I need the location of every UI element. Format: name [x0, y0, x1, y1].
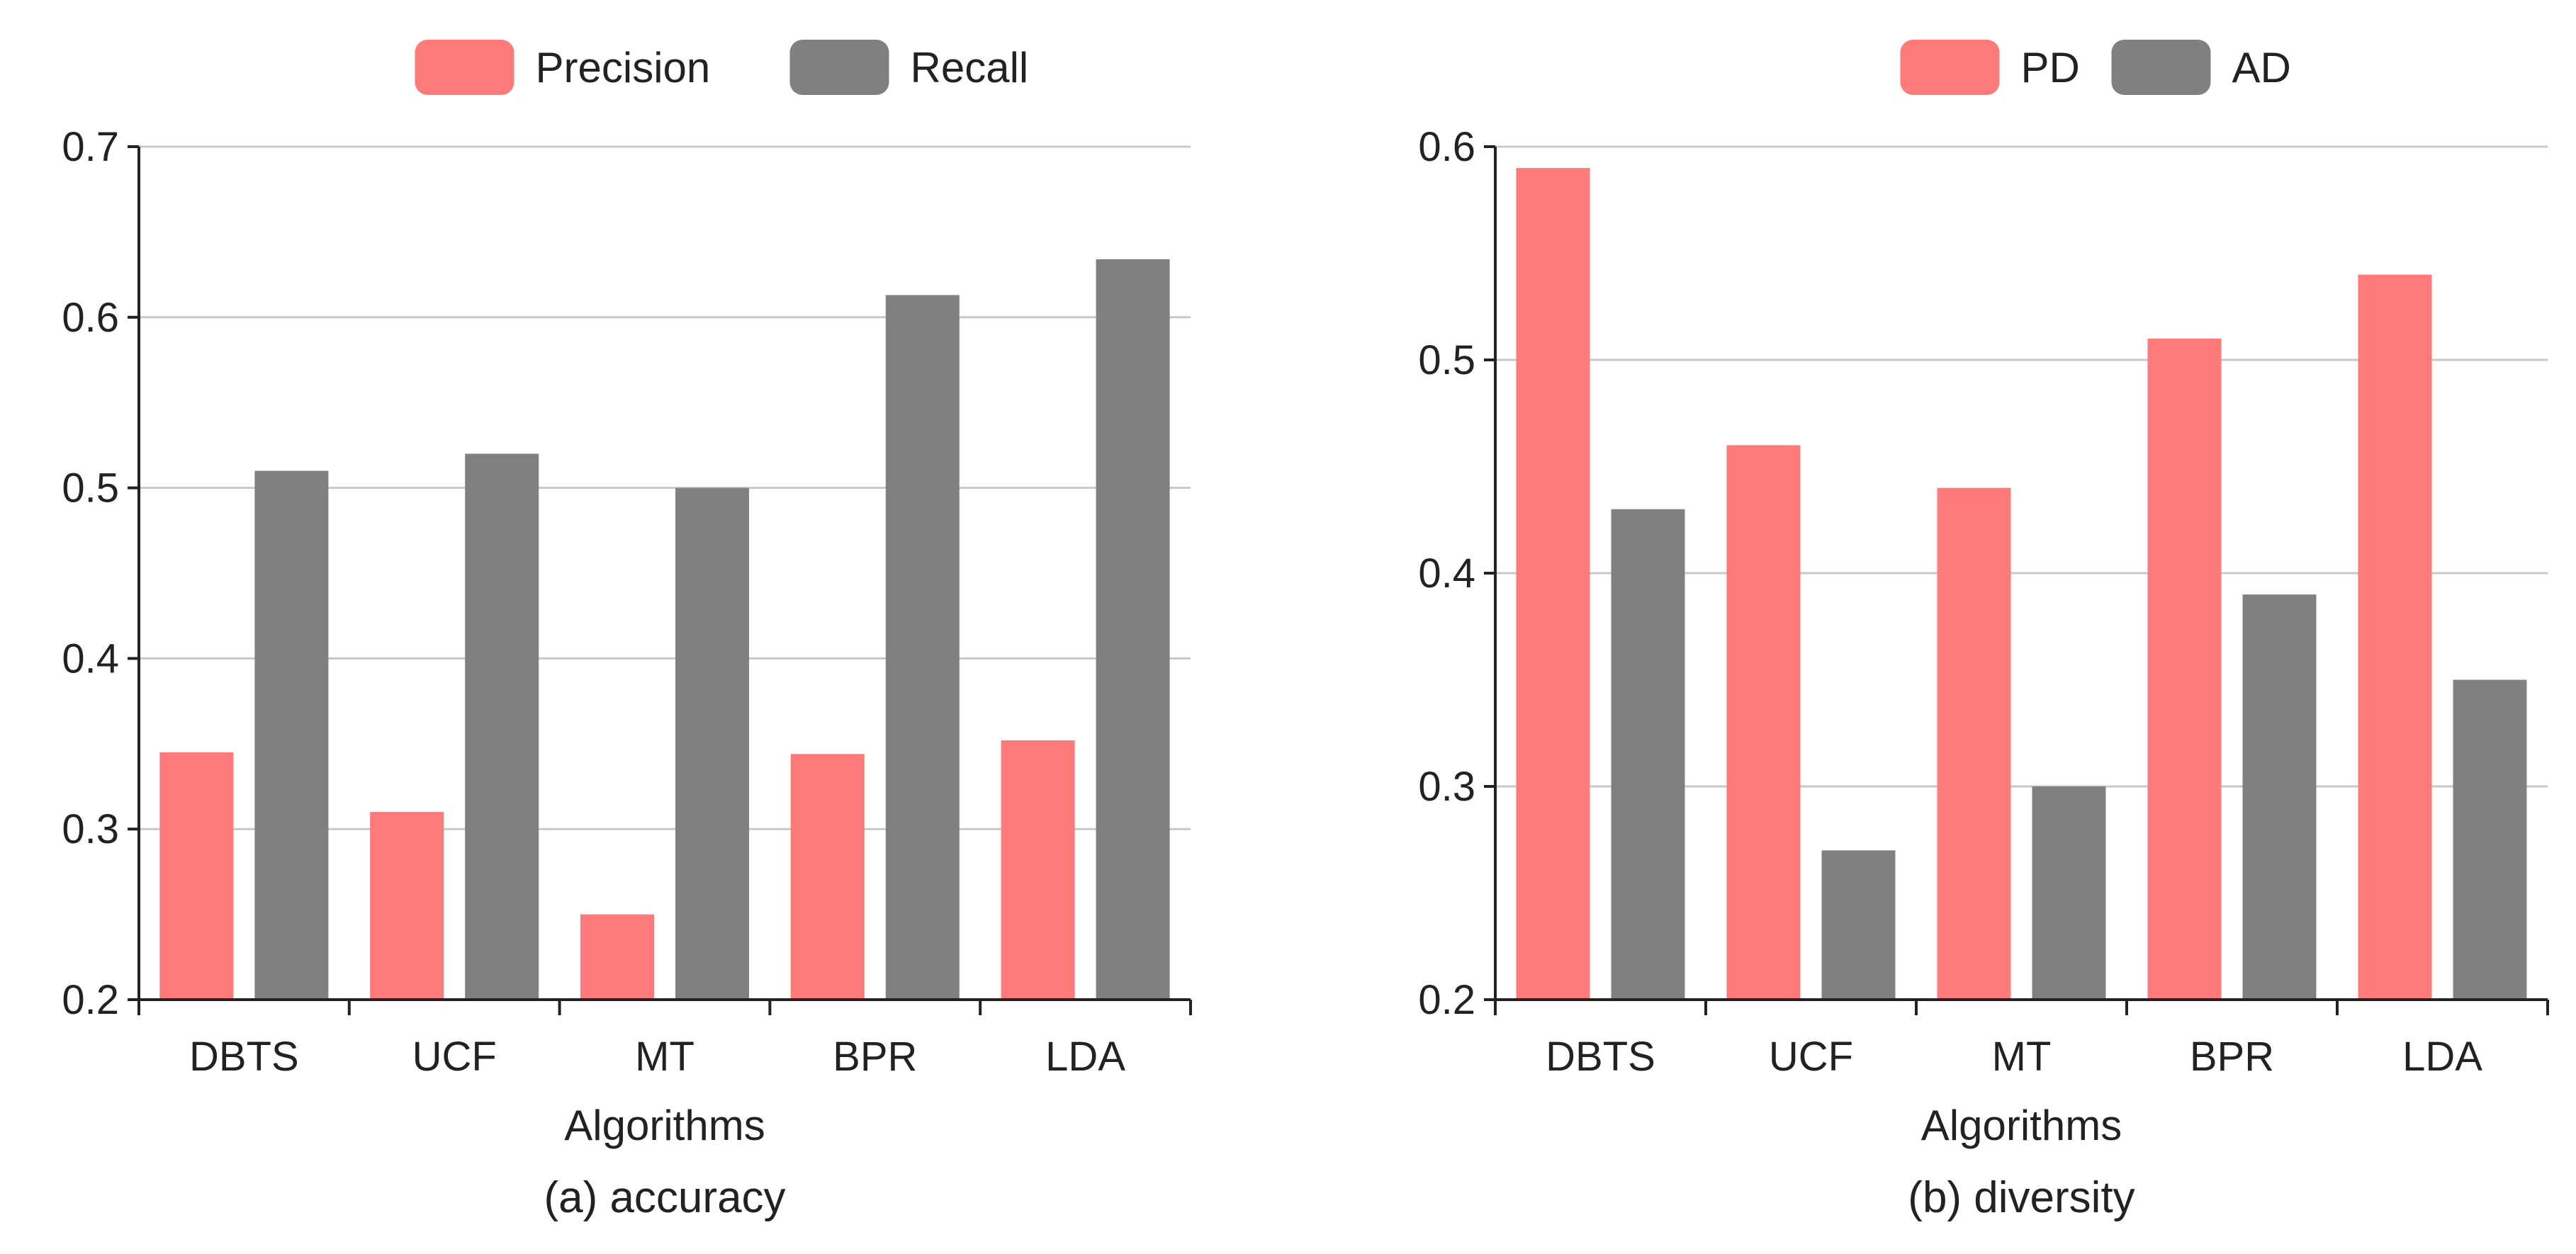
legend: PD AD	[1900, 40, 2291, 95]
x-tick-label: BPR	[833, 1034, 917, 1080]
y-tick-label: 0.2	[62, 977, 119, 1023]
accuracy-chart: 0.2 0.3 0.4 0.5 0.6 0.7 DBTS UCF MT BPR LDA Algorit…	[62, 40, 1192, 1222]
y-tick-label: 0.5	[1418, 337, 1475, 383]
bar-pd-mt	[1937, 487, 2011, 1000]
bar-recall-ucf	[465, 453, 539, 1000]
x-tick-label: UCF	[412, 1034, 497, 1080]
y-tick-label: 0.4	[1418, 550, 1475, 597]
bar-pd-lda	[2358, 274, 2432, 1000]
legend-swatch-recall	[789, 40, 889, 95]
bar-pd-dbts	[1516, 168, 1590, 1000]
x-tick-label: DBTS	[1546, 1034, 1655, 1080]
x-tick-label: LDA	[1045, 1034, 1125, 1080]
bar-precision-dbts	[159, 752, 234, 1000]
legend: Precision Recall	[415, 40, 1029, 95]
legend-swatch-ad	[2111, 40, 2211, 95]
bar-recall-mt	[675, 487, 749, 1000]
legend-swatch-precision	[415, 40, 514, 95]
bar-recall-bpr	[885, 295, 960, 1000]
bar-precision-mt	[580, 914, 654, 1000]
x-axis-title: Algorithms	[1921, 1102, 2122, 1149]
bar-recall-dbts	[254, 470, 329, 1000]
y-tick-label: 0.5	[62, 465, 119, 512]
y-tick-label: 0.7	[62, 124, 119, 170]
x-axis-title: Algorithms	[564, 1102, 765, 1149]
bar-precision-ucf	[370, 812, 444, 1000]
legend-label-precision: Precision	[536, 44, 711, 91]
y-tick-label: 0.3	[1418, 764, 1475, 810]
x-tick-label: MT	[635, 1034, 694, 1080]
y-tick-label: 0.3	[62, 806, 119, 852]
chart-caption: (b) diversity	[1908, 1173, 2135, 1222]
x-tick-label: BPR	[2190, 1034, 2274, 1080]
legend-swatch-pd	[1900, 40, 2000, 95]
x-tick-label: MT	[1992, 1034, 2052, 1080]
x-tick-label: UCF	[1769, 1034, 1853, 1080]
diversity-chart: 0.2 0.3 0.4 0.5 0.6 DBTS UCF MT BPR LDA Algorithms…	[1418, 40, 2549, 1222]
legend-label-pd: PD	[2021, 44, 2080, 91]
bar-ad-ucf	[1821, 850, 1896, 1000]
x-tick-label: LDA	[2402, 1034, 2482, 1080]
bar-recall-lda	[1096, 259, 1170, 1000]
y-tick-label: 0.6	[1418, 124, 1475, 170]
bar-precision-lda	[1001, 740, 1075, 1000]
x-tick-label: DBTS	[189, 1034, 299, 1080]
y-tick-label: 0.6	[62, 295, 119, 341]
bar-ad-dbts	[1611, 509, 1685, 1000]
y-tick-label: 0.4	[62, 636, 119, 682]
bar-pd-ucf	[1726, 445, 1801, 1000]
bar-pd-bpr	[2147, 338, 2222, 1000]
bar-precision-bpr	[790, 754, 865, 1000]
legend-label-recall: Recall	[911, 44, 1029, 91]
legend-label-ad: AD	[2232, 44, 2291, 91]
bar-ad-bpr	[2242, 594, 2317, 1000]
bar-ad-lda	[2453, 679, 2527, 1000]
y-tick-label: 0.2	[1418, 977, 1475, 1023]
bar-ad-mt	[2032, 786, 2106, 1000]
chart-caption: (a) accuracy	[544, 1173, 785, 1222]
